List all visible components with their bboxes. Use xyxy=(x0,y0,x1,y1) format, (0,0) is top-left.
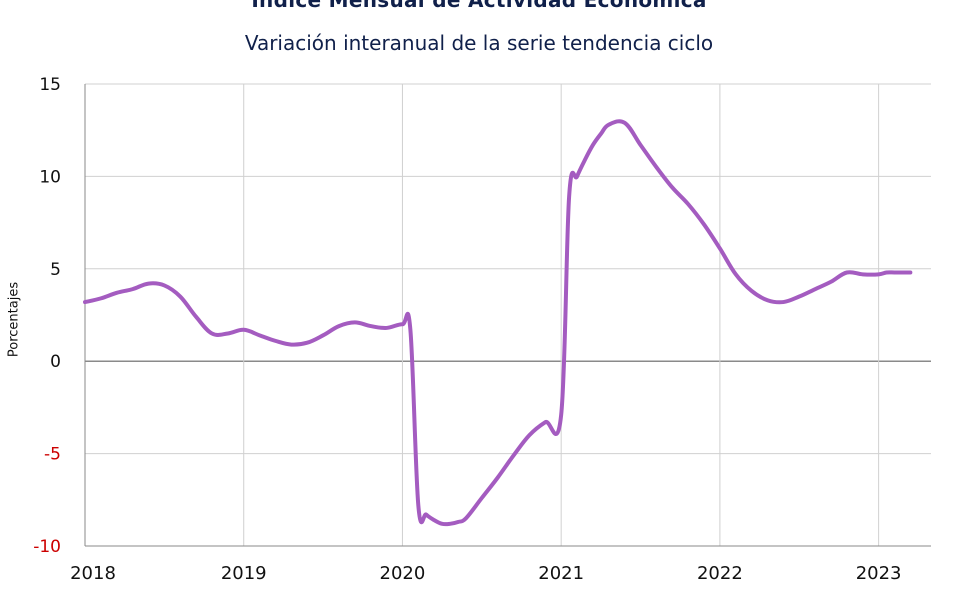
x-tick-label: 2022 xyxy=(697,563,743,584)
x-tick-label: 2020 xyxy=(380,563,426,584)
x-tick-label: 2019 xyxy=(221,563,267,584)
y-tick-label: 10 xyxy=(39,167,61,187)
y-tick-label: -10 xyxy=(33,537,61,557)
y-tick-label: -5 xyxy=(44,445,61,465)
y-tick-label: 5 xyxy=(50,260,61,280)
y-tick-label: 15 xyxy=(39,75,61,95)
chart-title: Índice Mensual de Actividad Económica xyxy=(251,0,707,12)
chart-subtitle: Variación interanual de la serie tendenc… xyxy=(244,31,714,55)
tick-labels: 15 10 5 0 -5 -10 2018 2019 2020 2021 2022 2023 xyxy=(33,75,901,584)
grid xyxy=(85,83,931,547)
x-tick-label: 2018 xyxy=(70,563,116,584)
series-group xyxy=(83,119,913,527)
series-line-0 xyxy=(83,119,913,527)
x-tick-label: 2021 xyxy=(538,563,584,584)
y-tick-label: 0 xyxy=(50,352,61,372)
axes xyxy=(84,84,931,547)
x-tick-label: 2023 xyxy=(856,563,902,584)
